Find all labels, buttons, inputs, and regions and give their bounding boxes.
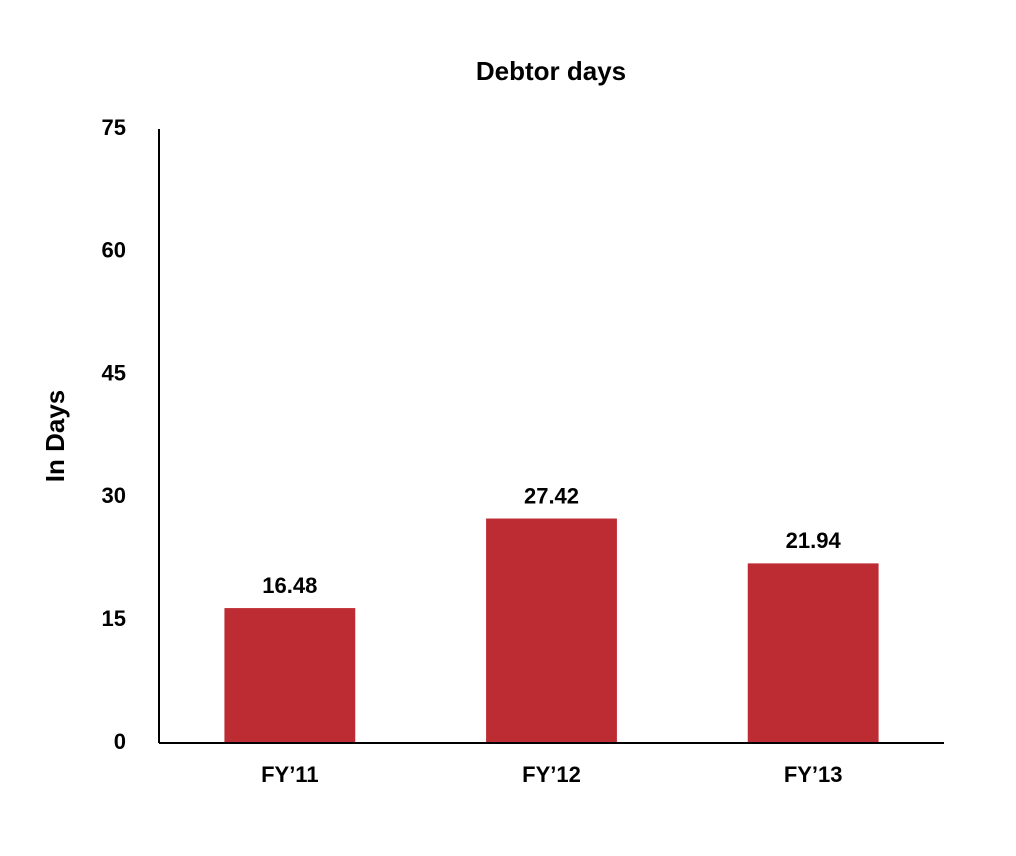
data-label: 27.42: [524, 483, 579, 508]
bar: [224, 608, 356, 743]
y-tick-label: 45: [102, 360, 126, 385]
x-tick-label: FY’13: [784, 762, 843, 787]
y-axis-label: In Days: [40, 390, 70, 483]
x-tick-label: FY’12: [522, 762, 581, 787]
y-tick-label: 60: [102, 238, 126, 263]
y-tick-label: 75: [102, 115, 126, 140]
y-tick-label: 0: [114, 729, 126, 754]
data-label: 21.94: [786, 528, 842, 553]
bar: [486, 518, 617, 743]
y-tick-label: 15: [102, 606, 126, 631]
y-tick-label: 30: [102, 483, 126, 508]
bar: [747, 563, 879, 743]
data-label: 16.48: [262, 573, 317, 598]
x-tick-label: FY’11: [261, 762, 318, 787]
chart-title: Debtor days: [476, 56, 626, 86]
